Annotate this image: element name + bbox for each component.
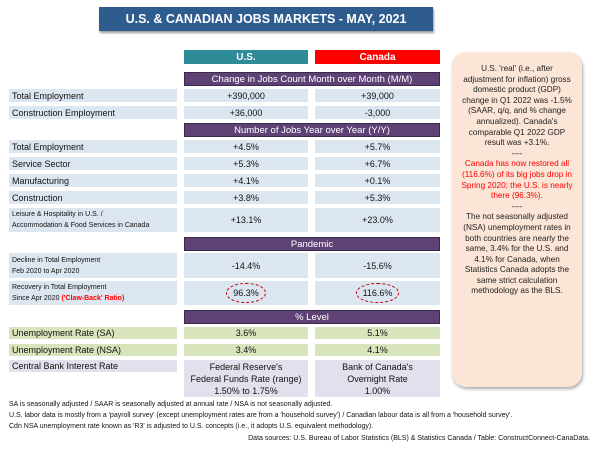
page-title: U.S. & CANADIAN JOBS MARKETS - MAY, 2021 [99,7,433,31]
row-label: Central Bank Interest Rate [9,360,177,372]
canada-value: +6.7% [315,157,440,170]
gdp-note: U.S. 'real' (i.e., after adjustment for … [462,64,572,148]
row-label: Unemployment Rate (SA) [9,327,177,339]
row-label: Service Sector [9,157,177,170]
value-line: Bank of Canada's [342,361,413,372]
canada-value: 116.6% [315,281,440,305]
claw-back-label: ('Claw-Back' Ratio) [61,295,125,302]
us-value: +4.5% [184,140,308,153]
separator: ---- [511,148,523,158]
label-line: Leisure & Hospitality in U.S. / [12,211,103,218]
us-value: +36,000 [184,106,308,119]
unemployment-note: The not seasonally adjusted (NSA) unempl… [463,212,571,296]
row-label: Decline in Total Employment Feb 2020 to A… [9,253,177,278]
us-value: 3.6% [184,327,308,339]
canada-value: 5.1% [315,327,440,339]
canada-value: 4.1% [315,344,440,356]
value-line: 1.00% [364,385,391,396]
row-label: Total Employment [9,89,177,102]
us-column-header: U.S. [184,50,308,64]
us-value: -14.4% [184,253,308,278]
row-label: Manufacturing [9,174,177,187]
value-line: Overnight Rate [347,373,408,384]
separator: ---- [511,201,523,211]
label-text: Since Apr 2020 [12,295,62,302]
canada-value: +5.7% [315,140,440,153]
row-label: Construction Employment [9,106,177,119]
us-value: +3.8% [184,191,308,204]
row-label: Leisure & Hospitality in U.S. / Accommoda… [9,208,177,232]
us-value: 3.4% [184,344,308,356]
row-label: Construction [9,191,177,204]
canada-value: Bank of Canada's Overnight Rate 1.00% [315,360,440,397]
value-line: Federal Reserve's [209,361,283,372]
circled-value: 96.3% [226,283,266,303]
label-line: Feb 2020 to Apr 2020 [12,267,80,275]
label-line: Recovery in Total Employment [12,284,107,291]
canada-column-header: Canada [315,50,440,64]
row-label: Total Employment [9,140,177,153]
us-value: +4.1% [184,174,308,187]
us-value: +13.1% [184,208,308,232]
us-value: +5.3% [184,157,308,170]
canada-value: +5.3% [315,191,440,204]
data-sources: Data sources: U.S. Bureau of Labor Stati… [248,435,590,442]
row-label: Recovery in Total Employment Since Apr 20… [9,281,177,305]
section-pandemic: Pandemic [184,237,440,251]
footnote: U.S. labor data is mostly from a 'payrol… [9,412,513,419]
recovery-note: Canada has now restored all (116.6%) of … [461,159,573,201]
label-line: Accommodation & Food Services in Canada [12,222,150,229]
row-label: Unemployment Rate (NSA) [9,344,177,356]
canada-value: +0.1% [315,174,440,187]
commentary-box: U.S. 'real' (i.e., after adjustment for … [452,52,582,387]
canada-value: -3,000 [315,106,440,119]
us-value: +390,000 [184,89,308,102]
canada-value: +39,000 [315,89,440,102]
label-line: Decline in Total Employment [12,256,101,264]
value-line: Federal Funds Rate (range) [190,373,302,384]
us-value: 96.3% [184,281,308,305]
circled-value: 116.6% [355,283,400,303]
us-value: Federal Reserve's Federal Funds Rate (ran… [184,360,308,397]
footnote: SA is seasonally adjusted / SAAR is seas… [9,401,333,408]
section-yy: Number of Jobs Year over Year (Y/Y) [184,123,440,137]
value-line: 1.50% to 1.75% [214,385,278,396]
label-line: Since Apr 2020 ('Claw-Back' Ratio) [12,293,177,304]
footnote: Cdn NSA unemployment rate known as 'R3' … [9,423,374,430]
section-level: % Level [184,310,440,324]
section-mm: Change in Jobs Count Month over Month (M… [184,72,440,86]
canada-value: -15.6% [315,253,440,278]
canada-value: +23.0% [315,208,440,232]
